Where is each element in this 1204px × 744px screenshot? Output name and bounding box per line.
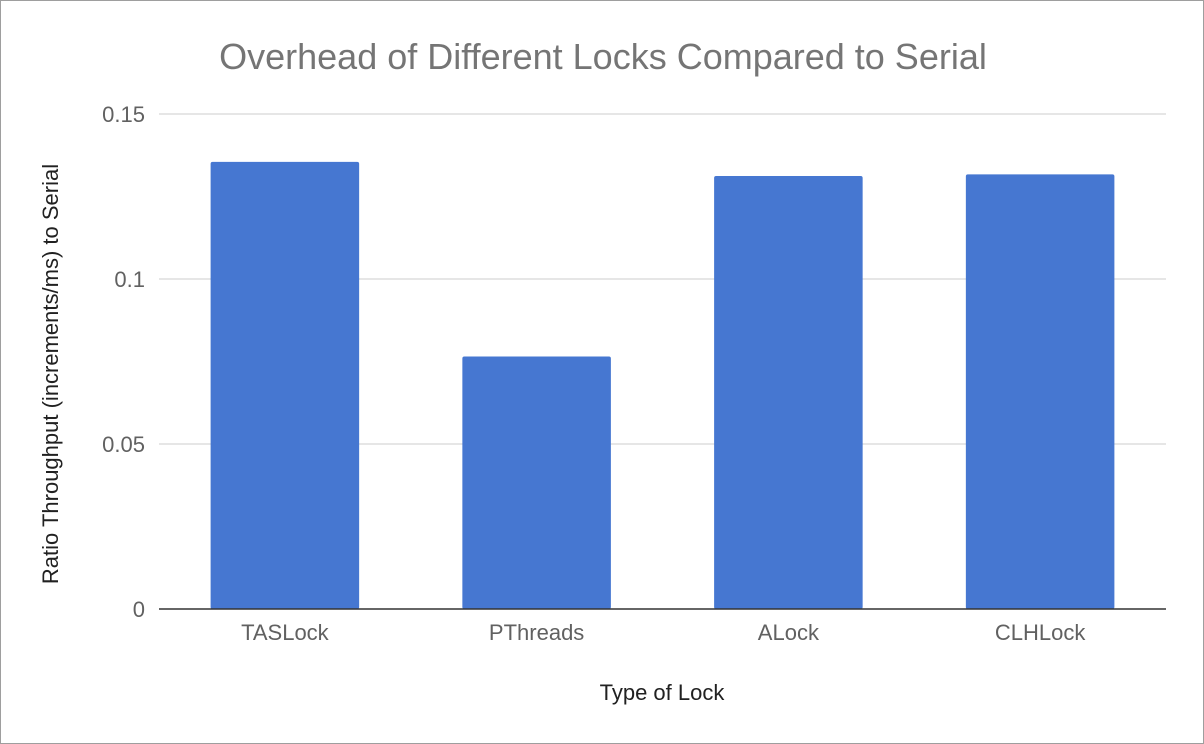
x-axis-ticks: TASLock PThreads ALock CLHLock bbox=[241, 620, 1086, 645]
x-tick-label: PThreads bbox=[489, 620, 584, 645]
bars bbox=[210, 161, 1115, 610]
y-tick-label: 0.05 bbox=[102, 432, 145, 457]
bar-clhlock bbox=[965, 174, 1115, 609]
y-tick-label: 0.15 bbox=[102, 102, 145, 127]
bar-alock bbox=[714, 176, 863, 610]
y-tick-label: 0.1 bbox=[114, 267, 145, 292]
x-axis-title: Type of Lock bbox=[600, 680, 726, 705]
chart-title: Overhead of Different Locks Compared to … bbox=[219, 36, 987, 77]
x-tick-label: TASLock bbox=[241, 620, 330, 645]
y-axis-title: Ratio Throughput (increments/ms) to Seri… bbox=[38, 164, 63, 584]
bar-pthreads bbox=[462, 356, 611, 609]
y-tick-label: 0 bbox=[133, 597, 145, 622]
bar-taslock bbox=[210, 161, 360, 609]
x-tick-label: CLHLock bbox=[995, 620, 1086, 645]
x-tick-label: ALock bbox=[758, 620, 820, 645]
y-axis-ticks: 0 0.05 0.1 0.15 bbox=[102, 102, 145, 622]
